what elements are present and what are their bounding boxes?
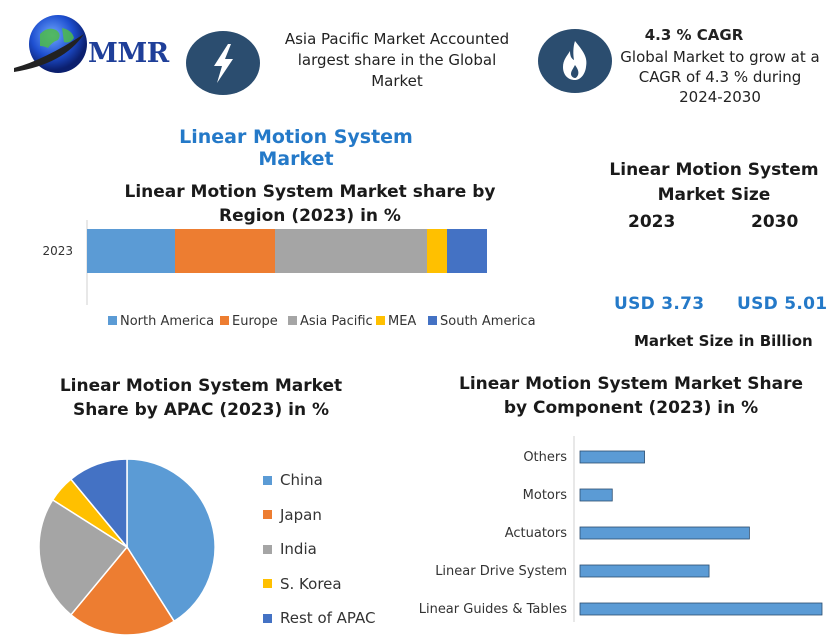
- pie-slice-japan: [69, 545, 176, 636]
- region-bar-mea: [427, 229, 447, 273]
- region-legend-swatch-mea: [376, 316, 385, 325]
- pie-legend-label: Rest of APAC: [280, 609, 376, 628]
- region-legend-swatch-south-america: [428, 316, 437, 325]
- pie-legend-item-china: China: [263, 463, 403, 498]
- pie-legend-swatch: [263, 544, 272, 554]
- market-size-year-2023: 2023: [628, 212, 676, 232]
- apac-chart-title: Linear Motion System Market Share by APA…: [59, 376, 343, 420]
- page-title: Linear Motion System Market: [179, 126, 413, 170]
- market-size-footer: Market Size in Billion: [634, 332, 813, 350]
- pie-legend-label: China: [280, 471, 323, 490]
- component-label-others: Others: [523, 450, 567, 465]
- apac-pie-chart: [38, 458, 216, 636]
- lightning-icon: [186, 31, 260, 95]
- highlight-text-2: Global Market to grow at a CAGR of 4.3 %…: [620, 48, 820, 106]
- region-legend-swatch-asia-pacific: [288, 316, 297, 325]
- component-bar-chart: Others Motors Actuators Linear Drive System…: [419, 436, 823, 622]
- component-bar-actuators: [579, 526, 750, 540]
- component-bar-others: [579, 450, 645, 464]
- pie-legend-swatch: [263, 579, 272, 589]
- component-label-actuators: Actuators: [505, 526, 568, 541]
- pie-legend-item-japan: Japan: [263, 498, 403, 533]
- region-legend-asia-pacific: Asia Pacific: [300, 314, 373, 329]
- region-legend-south-america: South America: [440, 314, 536, 329]
- pie-legend-swatch: [263, 613, 272, 623]
- mmr-logo: MMR: [10, 12, 170, 82]
- pie-legend-label: Japan: [280, 505, 322, 524]
- region-category-label: 2023: [42, 244, 73, 258]
- region-legend-swatch-europe: [220, 316, 229, 325]
- pie-legend-swatch: [263, 510, 272, 520]
- region-bar-north-america: [87, 229, 175, 273]
- component-bar-linear-drive-system: [579, 564, 710, 578]
- region-bar-europe: [175, 229, 275, 273]
- component-label-linear-drive-system: Linear Drive System: [435, 564, 567, 579]
- region-bar-south-america: [447, 229, 487, 273]
- flame-icon: [538, 29, 612, 93]
- region-chart-title: Linear Motion System Market share by Reg…: [124, 182, 496, 226]
- component-bar-motors: [579, 488, 613, 502]
- market-size-year-2030: 2030: [751, 212, 799, 232]
- component-label-linear-guides-tables: Linear Guides & Tables: [419, 602, 568, 617]
- pie-slice-india: [38, 498, 129, 616]
- pie-legend-swatch: [263, 475, 272, 485]
- region-legend-north-america: North America: [120, 314, 214, 329]
- logo-text: MMR: [88, 38, 169, 69]
- market-size-value-2023: USD 3.73: [614, 294, 705, 314]
- component-label-motors: Motors: [523, 488, 568, 503]
- market-size-value-2030: USD 5.01: [737, 294, 828, 314]
- apac-pie-legend: China Japan India S. Korea Rest of APAC: [263, 463, 403, 636]
- pie-slice-rest-of-apac: [69, 458, 128, 550]
- region-legend-swatch-north-america: [108, 316, 117, 325]
- pie-legend-item-india: India: [263, 532, 403, 567]
- pie-legend-item-rest-of-apac: Rest of APAC: [263, 601, 403, 636]
- pie-legend-label: S. Korea: [280, 574, 342, 593]
- highlight-text-1: Asia Pacific Market Accounted largest sh…: [284, 30, 510, 90]
- region-bar-asia-pacific: [275, 229, 427, 273]
- component-chart-title: Linear Motion System Market Share by Com…: [459, 374, 803, 418]
- pie-legend-item-s-korea: S. Korea: [263, 567, 403, 602]
- globe-icon: [14, 15, 87, 73]
- component-bar-linear-guides-tables: [579, 602, 823, 616]
- region-legend-mea: MEA: [388, 314, 416, 329]
- pie-legend-label: India: [280, 540, 317, 559]
- region-stacked-bar-chart: 2023 North America Europe Asia Pacific MEA So…: [42, 220, 536, 329]
- region-legend-europe: Europe: [232, 314, 278, 329]
- market-size-title: Linear Motion System Market Size: [609, 160, 819, 205]
- cagr-title: 4.3 % CAGR: [644, 26, 744, 44]
